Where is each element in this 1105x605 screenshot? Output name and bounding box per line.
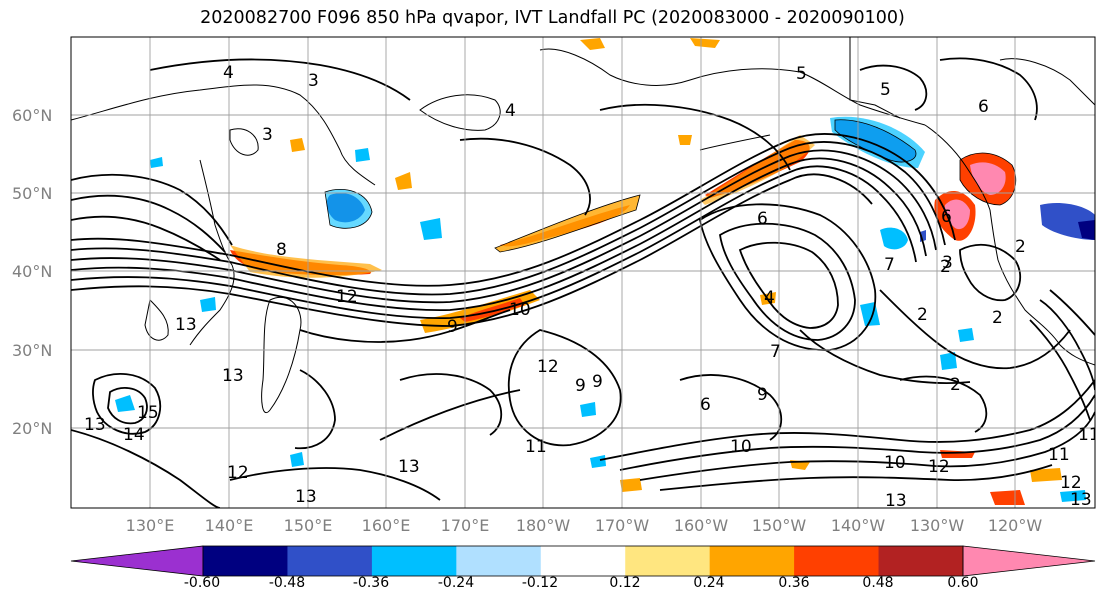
colorbar-extension-low	[70, 545, 204, 577]
ivt-contours	[71, 57, 1095, 508]
contour-label: 8	[276, 240, 287, 260]
contour-label: 13	[885, 491, 907, 511]
colorbar-tick-label: -0.36	[353, 575, 389, 591]
lon-label: 180°W	[516, 516, 571, 535]
colorbar-tick-label: -0.24	[438, 575, 474, 591]
colorbar-segment	[625, 546, 711, 576]
contour-label: 10	[509, 300, 531, 320]
lon-label: 150°W	[752, 516, 807, 535]
lon-label: 150°E	[284, 516, 333, 535]
lon-label: 140°E	[205, 516, 254, 535]
contour-label: 13	[398, 457, 420, 477]
longitude-labels: 130°E 140°E 150°E 160°E 170°E 180°W 170°…	[126, 516, 1043, 535]
contour-label: 13	[1070, 490, 1092, 510]
colorbar-segments	[70, 545, 1096, 577]
contour-label: 14	[123, 425, 145, 445]
contour-label: 13	[84, 415, 106, 435]
contour-label: 5	[796, 64, 807, 84]
contour-label: 6	[941, 207, 952, 227]
contour-label: 11	[525, 437, 547, 457]
contour-label: 5	[880, 80, 891, 100]
contour-label: 6	[757, 209, 768, 229]
lat-label: 20°N	[12, 419, 52, 438]
colorbar-tick-label: -0.60	[184, 575, 220, 591]
contour-label: 2	[992, 308, 1003, 328]
colorbar-segment	[371, 546, 457, 576]
contour-label: 6	[978, 97, 989, 117]
colorbar-tick-label: -0.12	[522, 575, 558, 591]
lon-label: 170°E	[441, 516, 490, 535]
contour-label: 2	[940, 257, 951, 277]
colorbar-segment	[540, 546, 626, 576]
contour-label: 12	[537, 357, 559, 377]
colorbar-tick-label: 0.60	[947, 575, 978, 591]
chart-title: 2020082700 F096 850 hPa qvapor, IVT Land…	[200, 8, 905, 28]
colorbar-segment	[878, 546, 964, 576]
colorbar-tick-label: 0.48	[862, 575, 893, 591]
lat-label: 50°N	[12, 184, 52, 203]
shaded-negative-anomalies	[115, 116, 1095, 502]
contour-label: 9	[757, 385, 768, 405]
colorbar-tick-label: -0.48	[269, 575, 305, 591]
contour-label: 11	[1048, 445, 1070, 465]
lon-label: 130°E	[126, 516, 175, 535]
colorbar-segment	[709, 546, 795, 576]
contour-label: 2	[950, 375, 961, 395]
contour-label: 15	[137, 403, 159, 423]
coastlines	[71, 37, 1095, 413]
contour-label: 13	[222, 366, 244, 386]
graticule	[71, 37, 1095, 508]
lon-label: 140°W	[831, 516, 886, 535]
lat-label: 40°N	[12, 262, 52, 281]
map-frame	[70, 36, 1096, 509]
latitude-labels: 60°N 50°N 40°N 30°N 20°N	[12, 106, 52, 438]
colorbar-tick-label: 0.24	[693, 575, 724, 591]
contour-labels: 4 3 5 5 6 4 3 6 8 12 13 9 10 12 9 7 4 2 …	[84, 63, 1100, 511]
colorbar-tick-label: 0.36	[778, 575, 809, 591]
contour-label: 3	[308, 71, 319, 91]
colorbar-segment	[203, 546, 288, 576]
contour-label: 7	[770, 342, 781, 362]
contour-label: 4	[223, 63, 234, 83]
lat-label: 30°N	[12, 341, 52, 360]
lon-label: 120°W	[988, 516, 1043, 535]
contour-label: 10	[884, 453, 906, 473]
contour-label: 12	[227, 463, 249, 483]
colorbar: -0.60 -0.48 -0.36 -0.24 -0.12 0.12 0.24 …	[70, 545, 1096, 591]
contour-label: 9	[447, 317, 458, 337]
lat-label: 60°N	[12, 106, 52, 125]
colorbar-segment	[794, 546, 880, 576]
colorbar-segment	[287, 546, 373, 576]
lon-label: 130°W	[910, 516, 965, 535]
contour-label: 3	[262, 125, 273, 145]
contour-label: 12	[1060, 473, 1082, 493]
colorbar-ticks: -0.60 -0.48 -0.36 -0.24 -0.12 0.12 0.24 …	[184, 575, 979, 591]
contour-label: 2	[1015, 237, 1026, 257]
contour-label: 6	[700, 395, 711, 415]
contour-label: 10	[730, 437, 752, 457]
contour-label: 13	[175, 315, 197, 335]
contour-label: 2	[917, 305, 928, 325]
contour-label: 12	[336, 287, 358, 307]
anomaly-contour-outlines	[324, 119, 1017, 253]
contour-label: 7	[884, 255, 895, 275]
colorbar-frame	[202, 545, 964, 577]
colorbar-tick-label: 0.12	[609, 575, 640, 591]
contour-label: 4	[764, 288, 775, 308]
contour-label: 9	[592, 372, 603, 392]
contour-label: 11	[1078, 425, 1100, 445]
lon-label: 160°W	[674, 516, 729, 535]
contour-label: 9	[575, 376, 586, 396]
colorbar-segment	[456, 546, 542, 576]
contour-label: 13	[295, 487, 317, 507]
lon-label: 170°W	[595, 516, 650, 535]
colorbar-extension-high	[962, 545, 1096, 577]
contour-label: 3	[942, 253, 953, 273]
contour-label: 12	[928, 457, 950, 477]
lon-label: 160°E	[362, 516, 411, 535]
contour-label: 4	[505, 101, 516, 121]
